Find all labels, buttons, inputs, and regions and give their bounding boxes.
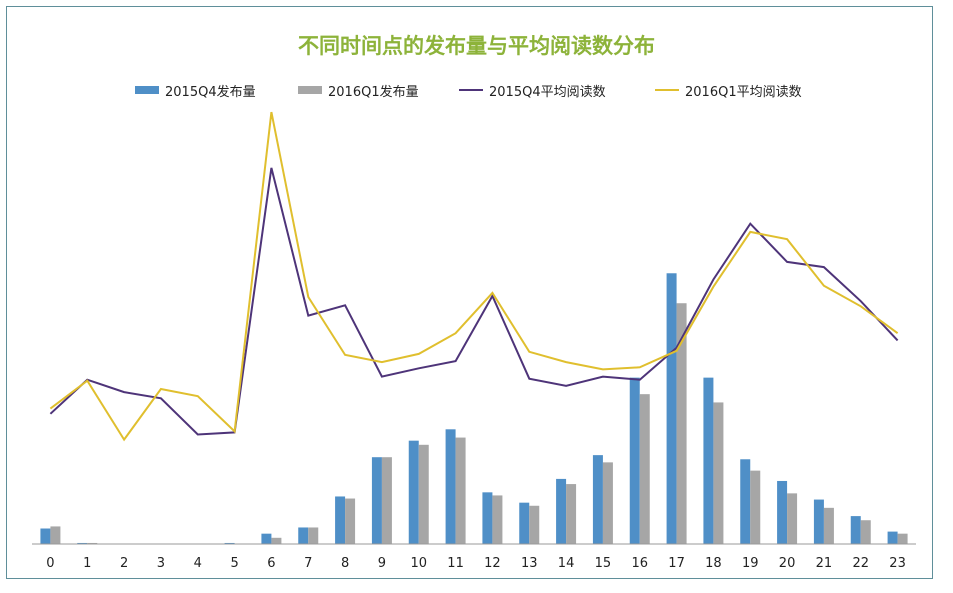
legend-swatch-q1-reads xyxy=(655,89,679,91)
x-tick-label: 20 xyxy=(779,556,796,571)
x-tick-label: 8 xyxy=(341,556,349,571)
line-q4-reads xyxy=(49,167,899,436)
bar-q1-9 xyxy=(381,457,392,544)
x-tick-label: 16 xyxy=(631,556,648,571)
x-tick-label: 0 xyxy=(46,556,54,571)
x-tick-label: 21 xyxy=(816,556,833,571)
legend-item-q4-reads: 2015Q4平均阅读数 xyxy=(459,80,606,100)
bar-q4-12 xyxy=(482,492,493,544)
x-tick-label: 14 xyxy=(558,556,575,571)
bar-q1-1 xyxy=(87,542,98,544)
x-tick-label: 18 xyxy=(705,556,722,571)
bar-q4-19 xyxy=(740,459,751,544)
bar-q1-20 xyxy=(787,493,798,544)
legend-label-q4-reads: 2015Q4平均阅读数 xyxy=(489,84,606,100)
bar-q1-16 xyxy=(639,394,650,544)
bar-q1-11 xyxy=(455,437,466,544)
legend-item-q1-volume: 2016Q1发布量 xyxy=(298,80,419,100)
x-tick-label: 23 xyxy=(889,556,906,571)
legend-item-q1-reads: 2016Q1平均阅读数 xyxy=(655,80,802,100)
legend-label-q1-volume: 2016Q1发布量 xyxy=(328,84,419,100)
bar-q4-1 xyxy=(77,542,88,544)
bar-q1-13 xyxy=(529,505,540,544)
bar-q4-14 xyxy=(556,478,567,544)
x-tick-label: 5 xyxy=(230,556,238,571)
bar-q4-6 xyxy=(261,533,272,544)
line-q1-reads xyxy=(49,111,899,442)
bar-q4-11 xyxy=(445,429,456,544)
bar-q1-22 xyxy=(860,520,871,544)
legend-swatch-q1-volume xyxy=(298,86,322,94)
legend-swatch-q4-reads xyxy=(459,89,483,91)
x-tick-label: 2 xyxy=(120,556,128,571)
bar-q1-10 xyxy=(418,444,429,544)
x-tick-label: 9 xyxy=(378,556,386,571)
x-tick-label: 6 xyxy=(267,556,275,571)
x-tick-label: 17 xyxy=(668,556,685,571)
bar-q1-19 xyxy=(750,470,761,544)
bar-q4-20 xyxy=(777,480,788,544)
legend-label-q1-reads: 2016Q1平均阅读数 xyxy=(685,84,802,100)
bar-q4-21 xyxy=(813,499,824,544)
x-tick-label: 15 xyxy=(595,556,612,571)
x-tick-label: 3 xyxy=(157,556,165,571)
bar-q1-14 xyxy=(566,484,577,544)
x-tick-label: 4 xyxy=(194,556,202,571)
bar-q4-5 xyxy=(224,542,235,544)
legend-label-q4-volume: 2015Q4发布量 xyxy=(165,84,256,100)
x-tick-label: 19 xyxy=(742,556,759,571)
bar-q4-16 xyxy=(629,377,640,544)
bar-q1-7 xyxy=(308,527,319,544)
bar-q4-17 xyxy=(666,273,677,544)
bar-q4-22 xyxy=(850,516,861,544)
bar-q1-12 xyxy=(492,495,503,544)
chart-title: 不同时间点的发布量与平均阅读数分布 xyxy=(298,34,655,58)
bar-q4-18 xyxy=(703,377,714,544)
bar-q1-17 xyxy=(676,303,687,544)
bar-q1-8 xyxy=(345,498,356,544)
bar-q4-0 xyxy=(40,528,51,544)
bar-q1-23 xyxy=(897,533,908,544)
x-tick-label: 7 xyxy=(304,556,312,571)
x-tick-label: 12 xyxy=(484,556,501,571)
bar-q4-8 xyxy=(335,496,346,544)
x-tick-label: 13 xyxy=(521,556,538,571)
legend-item-q4-volume: 2015Q4发布量 xyxy=(135,80,256,100)
bar-q4-23 xyxy=(887,531,898,544)
x-tick-label: 1 xyxy=(83,556,91,571)
bar-q1-21 xyxy=(823,507,834,544)
bar-q4-7 xyxy=(298,527,309,544)
bar-q1-15 xyxy=(602,462,613,544)
bar-q1-18 xyxy=(713,402,724,544)
bar-q1-6 xyxy=(271,537,282,544)
bar-q1-0 xyxy=(50,526,61,544)
bar-q4-13 xyxy=(519,502,530,544)
legend-swatch-q4-volume xyxy=(135,86,159,94)
x-tick-label: 22 xyxy=(852,556,869,571)
legend: 2015Q4发布量 2016Q1发布量 2015Q4平均阅读数 2016Q1平均… xyxy=(0,80,953,100)
x-tick-label: 11 xyxy=(447,556,464,571)
bar-q4-9 xyxy=(371,457,382,544)
bar-q4-15 xyxy=(592,455,603,544)
x-tick-label: 10 xyxy=(410,556,427,571)
bar-q4-10 xyxy=(408,440,419,544)
